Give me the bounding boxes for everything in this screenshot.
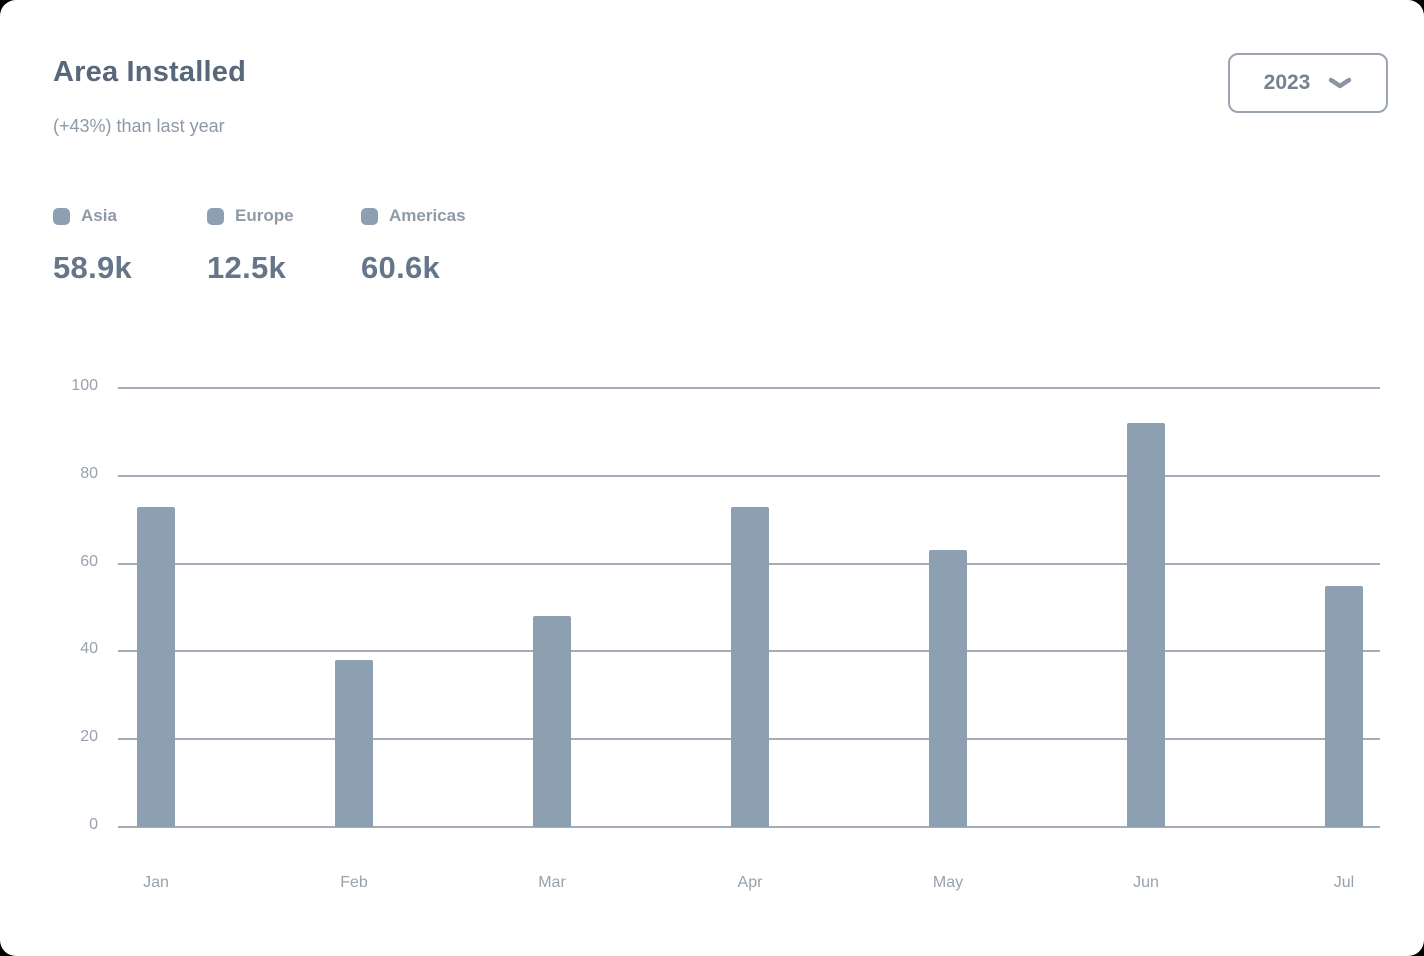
page-title: Area Installed [53,56,246,88]
year-select-button[interactable]: 2023 [1228,53,1388,113]
chevron-down-icon [1329,77,1352,89]
bar-jun[interactable] [1127,423,1165,827]
legend-label: Asia [81,206,117,225]
year-select-value: 2023 [1263,71,1311,94]
legend-item-asia: Asia 58.9k [53,206,157,286]
legend-label: Europe [235,206,294,225]
bar-feb[interactable] [335,660,373,827]
bar-may[interactable] [929,550,967,827]
y-axis-tick-label: 40 [80,640,98,658]
y-axis-tick-label: 60 [80,552,98,570]
y-axis-tick-label: 100 [71,377,98,394]
page-subtitle: (+43%) than last year [53,116,225,136]
legend-total: 60.6k [361,250,441,285]
legend-total: 12.5k [207,250,287,285]
x-axis-tick-label: May [932,874,964,891]
legend-marker-icon [207,207,224,225]
bar-apr[interactable] [731,506,769,827]
x-axis-tick-label: Jun [1133,874,1159,891]
y-axis-tick-label: 80 [80,464,98,482]
legend-item-americas: Americas 60.6k [361,206,466,286]
legend-label: Americas [389,206,466,225]
bar-mar[interactable] [533,616,571,827]
x-axis-tick-label: Jan [143,874,169,891]
y-axis-tick-label: 20 [80,728,98,746]
bar-jan[interactable] [137,506,175,827]
x-axis-tick-label: Apr [737,874,763,891]
legend-item-europe: Europe 12.5k [207,206,311,286]
gridline [118,826,1380,828]
legend-toggle-europe[interactable]: Europe [207,206,311,226]
gridline [118,474,1380,477]
x-axis-tick-label: Feb [340,874,368,891]
legend-toggle-americas[interactable]: Americas [361,206,466,226]
x-axis-tick-label: Mar [538,874,566,891]
x-axis-tick-label: Jul [1333,874,1355,891]
legend-marker-icon [361,207,378,225]
legend-toggle-asia[interactable]: Asia [53,206,157,226]
legend-total: 58.9k [53,250,133,285]
y-axis-tick-label: 0 [89,816,98,833]
legend-marker-icon [53,207,70,225]
gridline [118,387,1380,389]
legend: Asia 58.9k Europe 12.5k Americas 60.6k [53,206,466,286]
bar-jul[interactable] [1325,585,1363,827]
